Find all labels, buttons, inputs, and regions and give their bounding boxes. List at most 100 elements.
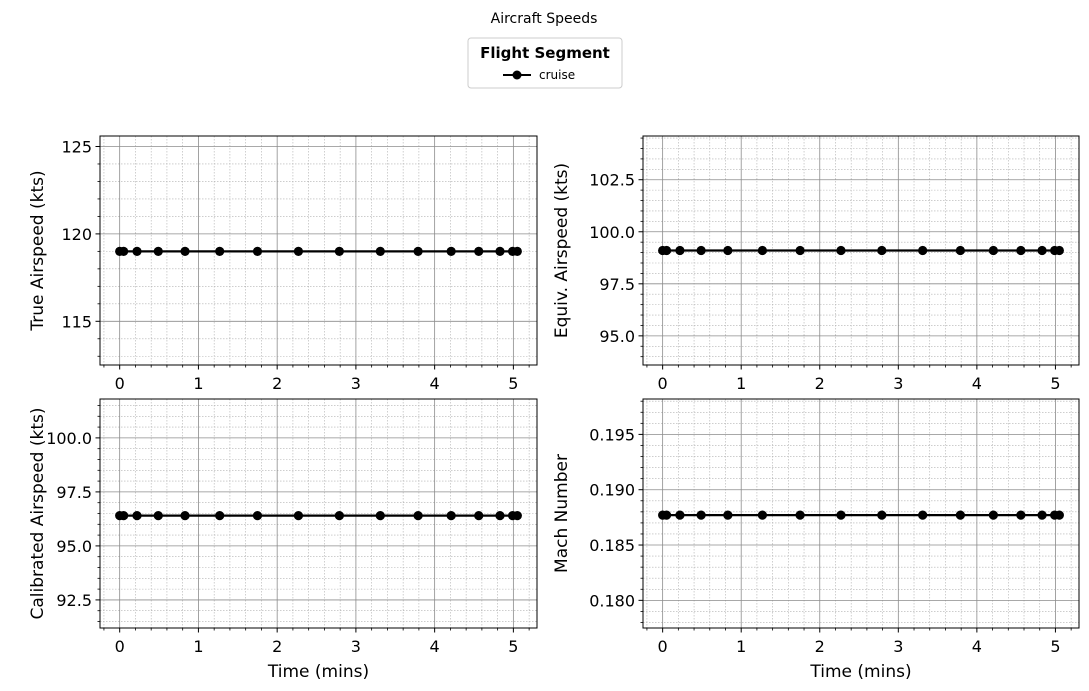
x-tick-label: 1 xyxy=(193,637,203,656)
x-tick-label: 5 xyxy=(1050,637,1060,656)
y-tick-label: 0.185 xyxy=(589,536,635,555)
data-point xyxy=(446,246,456,256)
y-tick-label: 115 xyxy=(61,312,92,331)
axes-frame xyxy=(99,135,538,366)
subplot-1: 0 1 2 3 4 5 115 120 125 True Airspeed (kts) xyxy=(28,135,538,393)
x-tick-label: 5 xyxy=(508,637,518,656)
data-point xyxy=(293,246,304,256)
data-point xyxy=(661,510,672,520)
data-point xyxy=(836,245,846,256)
data-point xyxy=(955,245,965,256)
data-point xyxy=(153,511,163,521)
data-point xyxy=(119,246,129,256)
y-tick-label: 97.5 xyxy=(599,275,635,294)
data-point xyxy=(1054,245,1064,256)
data-point xyxy=(180,511,190,521)
data-point xyxy=(723,245,733,256)
data-point xyxy=(474,511,484,521)
data-point xyxy=(696,245,706,256)
x-tick-label: 2 xyxy=(815,374,825,393)
x-axis-label: Time (mins) xyxy=(809,662,911,682)
y-axis-label: Calibrated Airspeed (kts) xyxy=(28,408,48,620)
y-axis-label: Mach Number xyxy=(552,454,572,573)
x-tick-label: 4 xyxy=(430,374,440,393)
data-point xyxy=(334,246,344,256)
x-tick-label: 3 xyxy=(351,374,361,393)
y-tick-label: 100.0 xyxy=(46,429,92,448)
y-tick-label: 95.0 xyxy=(56,537,92,556)
x-tick-label: 2 xyxy=(272,374,282,393)
data-point xyxy=(512,246,522,256)
data-point xyxy=(413,511,423,521)
data-point xyxy=(723,510,733,520)
data-point xyxy=(757,510,768,520)
data-point xyxy=(474,246,484,256)
data-point xyxy=(495,246,505,256)
x-tick-label: 4 xyxy=(972,637,982,656)
data-point xyxy=(795,245,805,256)
data-point xyxy=(988,510,998,520)
data-point xyxy=(877,510,887,520)
data-point xyxy=(988,245,998,256)
data-point xyxy=(1016,510,1026,520)
y-tick-label: 92.5 xyxy=(56,591,92,610)
x-tick-label: 3 xyxy=(893,637,903,656)
x-tick-label: 4 xyxy=(972,374,982,393)
y-tick-label: 120 xyxy=(61,225,92,244)
axes-frame xyxy=(99,398,538,629)
subplot-4: 0 1 2 3 4 5 0.180 0.185 0.190 0.195 Mach Number Tim… xyxy=(552,398,1080,682)
y-tick-label: 102.5 xyxy=(589,171,635,190)
data-point xyxy=(1037,245,1047,256)
data-point xyxy=(375,511,385,521)
axes-frame xyxy=(642,135,1080,366)
data-point xyxy=(180,246,190,256)
data-point xyxy=(495,511,505,521)
data-point xyxy=(252,511,263,521)
data-point xyxy=(375,246,385,256)
x-tick-label: 2 xyxy=(815,637,825,656)
axes-frame xyxy=(642,398,1080,629)
data-point xyxy=(1016,245,1026,256)
data-point xyxy=(696,510,706,520)
x-tick-label: 5 xyxy=(508,374,518,393)
y-axis-label: True Airspeed (kts) xyxy=(28,170,48,331)
data-point xyxy=(1037,510,1047,520)
data-point xyxy=(675,510,685,520)
y-tick-label: 125 xyxy=(61,137,92,156)
data-point xyxy=(918,510,928,520)
y-tick-label: 0.180 xyxy=(589,591,635,610)
data-point xyxy=(918,245,928,256)
x-tick-label: 0 xyxy=(115,374,125,393)
x-tick-label: 0 xyxy=(115,637,125,656)
data-point xyxy=(153,246,163,256)
data-point xyxy=(215,511,225,521)
data-point xyxy=(334,511,344,521)
x-tick-label: 3 xyxy=(893,374,903,393)
y-tick-label: 97.5 xyxy=(56,483,92,502)
data-point xyxy=(1054,510,1064,520)
data-point xyxy=(446,511,456,521)
y-tick-label: 0.190 xyxy=(589,481,635,500)
x-tick-label: 1 xyxy=(736,374,746,393)
x-tick-label: 0 xyxy=(658,637,668,656)
figure-title: Aircraft Speeds xyxy=(491,11,598,27)
subplot-2: 0 1 2 3 4 5 95.0 97.5 100.0 102.5 Equiv. Airspeed … xyxy=(552,135,1080,393)
data-point xyxy=(413,246,423,256)
legend: Flight Segment cruise xyxy=(467,37,623,89)
x-tick-label: 4 xyxy=(430,637,440,656)
data-point xyxy=(252,246,263,256)
data-point xyxy=(661,245,672,256)
legend-marker-swatch xyxy=(512,70,522,80)
y-tick-label: 100.0 xyxy=(589,223,635,242)
y-tick-label: 0.195 xyxy=(589,425,635,444)
data-point xyxy=(215,246,225,256)
legend-title: Flight Segment xyxy=(480,44,610,62)
data-point xyxy=(877,245,887,256)
x-tick-label: 1 xyxy=(193,374,203,393)
data-point xyxy=(757,245,768,256)
y-axis-label: Equiv. Airspeed (kts) xyxy=(552,163,572,338)
x-tick-label: 3 xyxy=(351,637,361,656)
data-point xyxy=(955,510,965,520)
